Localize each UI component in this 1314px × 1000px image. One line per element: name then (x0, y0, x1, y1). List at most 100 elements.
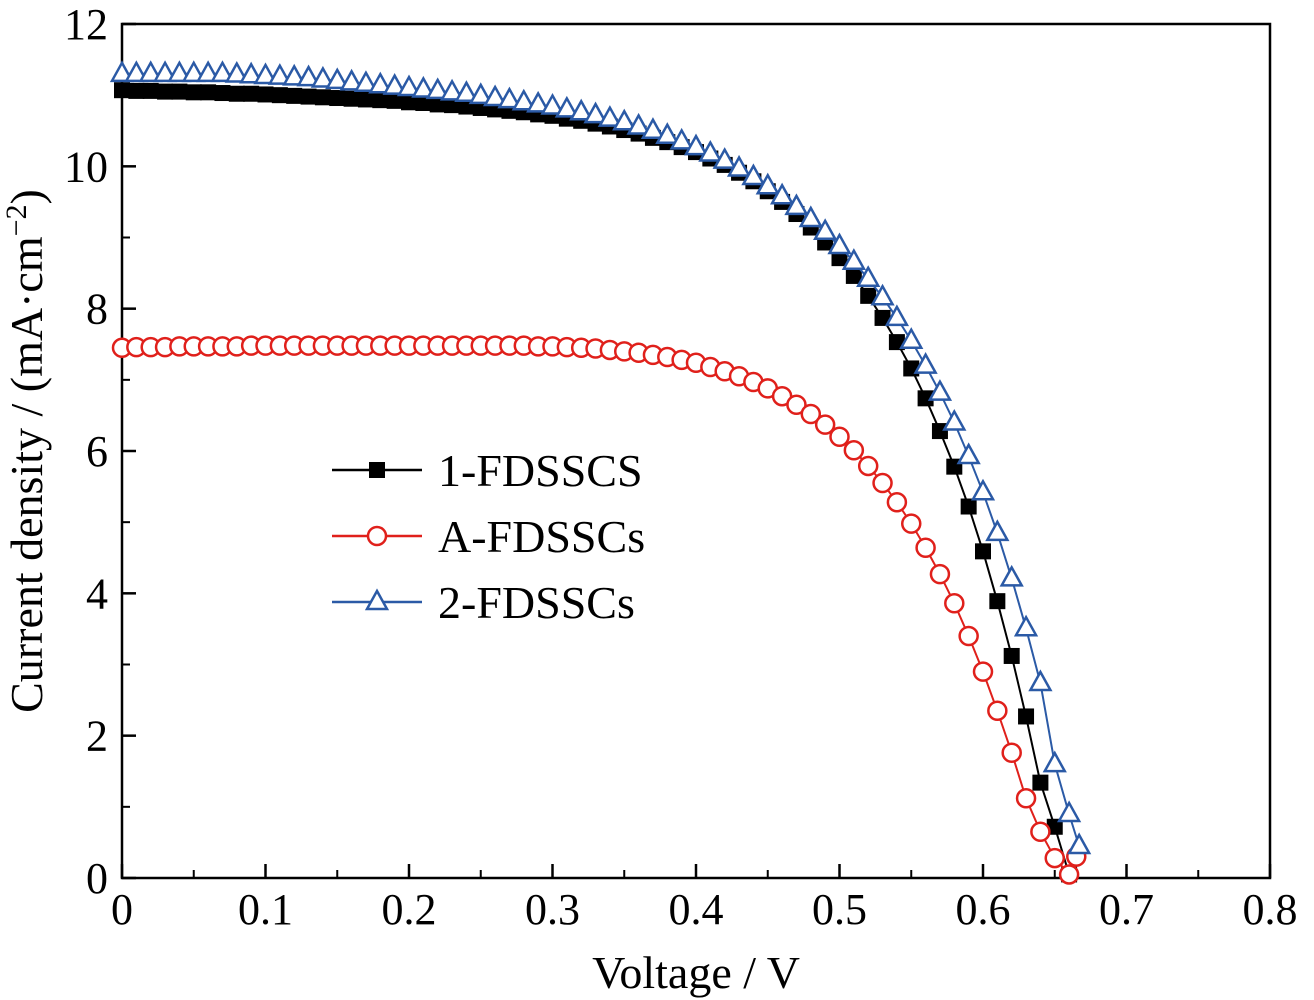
data-point (698, 139, 723, 162)
y-axis-ticks: 0 2 4 6 8 10 12 (64, 0, 136, 903)
data-point (396, 74, 422, 97)
data-point (181, 60, 206, 83)
data-point (999, 564, 1024, 587)
data-point (554, 95, 579, 118)
y-tick-label: 6 (86, 427, 108, 476)
legend-label: A-FDSSCs (438, 511, 645, 562)
y-axis-title: Current density / (mA·cm−2) (0, 189, 52, 713)
x-tick-label: 0.1 (238, 885, 293, 934)
data-point (874, 309, 891, 326)
data-point (872, 472, 893, 494)
data-point (1015, 788, 1037, 809)
data-point (798, 205, 823, 228)
y-tick-label: 12 (64, 0, 108, 49)
series-2-FDSSCs (109, 60, 1092, 855)
data-point (841, 248, 866, 270)
data-point (913, 352, 938, 374)
data-point (960, 498, 977, 515)
y-tick-label: 2 (86, 712, 108, 761)
data-point (310, 65, 336, 88)
data-point (741, 163, 766, 186)
data-point (195, 60, 221, 83)
data-point (511, 88, 536, 111)
data-point (540, 92, 565, 115)
data-point (425, 77, 450, 100)
data-point (454, 80, 479, 102)
data-point (114, 82, 130, 99)
x-axis-ticks: 0 0.1 0.2 0.3 0.4 0.5 0.6 0.7 0.8 (111, 864, 1298, 934)
data-point (300, 88, 317, 105)
data-point (989, 593, 1006, 610)
data-point (167, 60, 192, 83)
data-point (958, 625, 979, 647)
y-tick-label: 8 (86, 285, 108, 334)
data-point (899, 327, 924, 349)
data-point (829, 426, 850, 448)
y-tick-label: 0 (86, 854, 108, 903)
legend-label: 2-FDSSCs (438, 577, 635, 628)
legend-item: 1-FDSSCS (332, 445, 643, 496)
y-tick-label: 4 (86, 569, 108, 618)
data-point (786, 394, 807, 415)
data-point (931, 423, 948, 440)
data-point (569, 98, 594, 121)
data-point (1067, 832, 1092, 855)
data-point (339, 68, 364, 91)
data-point (843, 440, 865, 461)
data-point (927, 379, 953, 401)
data-point (253, 62, 278, 85)
x-tick-label: 0 (111, 885, 133, 934)
data-point (314, 89, 331, 106)
data-point (325, 67, 350, 90)
data-point (286, 87, 303, 104)
data-point (929, 563, 951, 585)
data-point (856, 265, 881, 288)
series-A-FDSSCs (111, 335, 1087, 885)
data-point (784, 193, 809, 216)
data-point (583, 101, 608, 124)
data-point (1013, 614, 1039, 637)
data-point (860, 287, 877, 304)
data-point (386, 92, 403, 109)
x-tick-label: 0.4 (669, 885, 724, 934)
data-point (200, 84, 217, 101)
y-tick-label: 10 (64, 142, 108, 191)
data-point (210, 60, 235, 83)
data-point (884, 304, 910, 327)
x-tick-label: 0.7 (1099, 885, 1154, 934)
data-point (439, 78, 465, 101)
x-axis-title: Voltage / V (592, 947, 800, 998)
data-point (886, 491, 908, 513)
data-point (1044, 847, 1065, 869)
data-point (987, 700, 1008, 722)
data-point (1046, 818, 1063, 835)
data-point (857, 455, 879, 477)
data-point (1030, 821, 1051, 842)
data-point (1003, 647, 1020, 664)
data-point (813, 218, 838, 241)
data-point (669, 127, 694, 150)
data-point (152, 60, 178, 83)
data-point (975, 543, 991, 560)
x-tick-label: 0.3 (525, 885, 580, 934)
data-point (901, 513, 922, 534)
data-point (372, 92, 389, 109)
y-axis-title-superscript: −2 (0, 204, 33, 236)
data-point (157, 83, 174, 100)
data-point (142, 82, 159, 99)
data-point (814, 414, 836, 435)
data-point (942, 408, 967, 431)
data-point (655, 122, 680, 144)
data-point (1001, 742, 1022, 763)
data-point (482, 84, 508, 107)
data-point (1018, 708, 1035, 725)
data-point (411, 75, 436, 98)
data-point (357, 91, 374, 108)
series-layer (109, 60, 1092, 885)
data-point (382, 73, 407, 95)
legend-marker (369, 462, 385, 478)
data-point (257, 86, 274, 103)
x-tick-label: 0.8 (1243, 885, 1298, 934)
